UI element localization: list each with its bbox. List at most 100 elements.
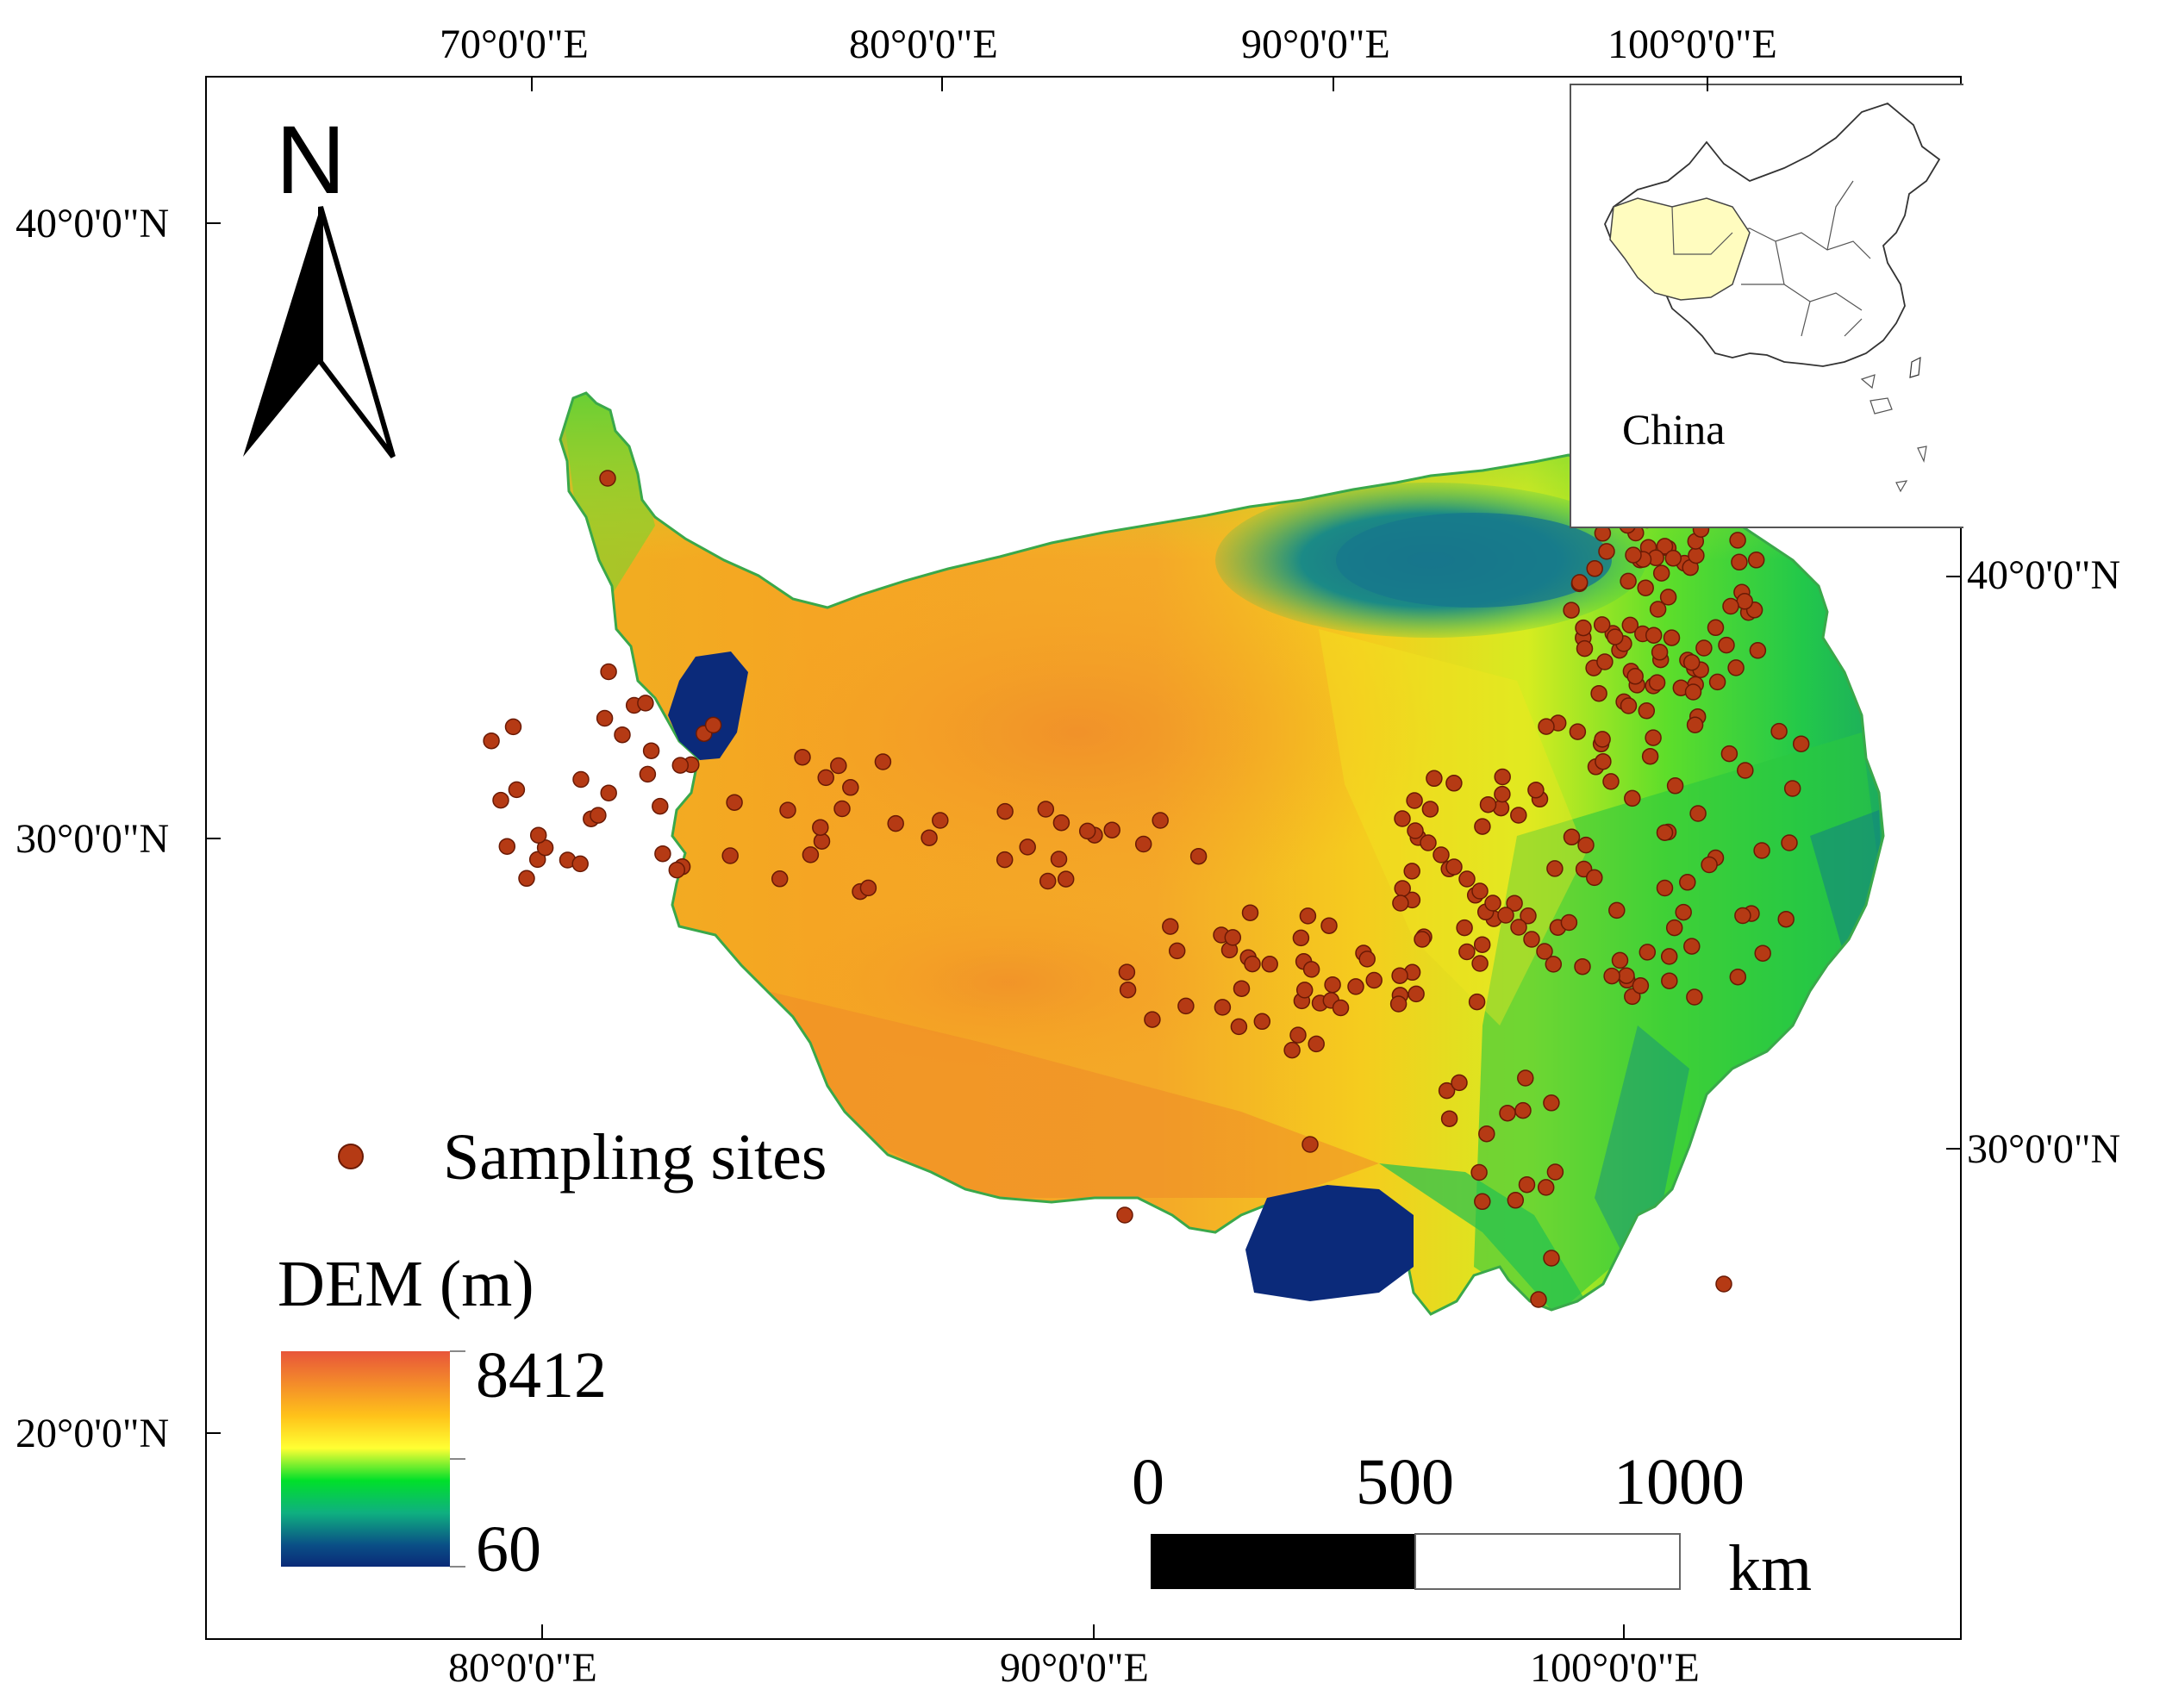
lowland-west <box>668 651 748 760</box>
scale-label-1000: 1000 <box>1614 1446 1745 1518</box>
sampling-site-marker <box>671 757 690 774</box>
sampling-site-marker <box>1575 619 1592 637</box>
sampling-site-marker <box>1656 538 1674 555</box>
sampling-site-marker <box>1727 659 1745 676</box>
sampling-site-marker <box>1638 702 1656 720</box>
sampling-site-marker <box>1471 955 1489 972</box>
sampling-site-marker <box>1518 1175 1536 1194</box>
sampling-site-marker <box>1620 572 1637 590</box>
sampling-site-marker <box>1682 653 1701 671</box>
sampling-site-marker <box>1538 718 1555 735</box>
tick-top-90 <box>1333 76 1334 91</box>
bottom-lon-label-100: 100°0'0"E <box>1530 1645 1700 1691</box>
sampling-site-marker <box>642 742 660 759</box>
sampling-site-marker <box>1302 961 1320 978</box>
sampling-site-marker <box>1224 929 1242 946</box>
sampling-site-marker <box>1494 768 1511 786</box>
sampling-site-marker <box>1118 963 1136 981</box>
sampling-site-marker <box>1458 943 1476 961</box>
sampling-site-marker <box>1753 842 1770 859</box>
sampling-site-marker <box>726 794 743 811</box>
north-arrow-icon <box>243 206 396 458</box>
sampling-site-marker <box>1473 936 1491 953</box>
sampling-site-marker <box>483 732 500 750</box>
sampling-site-marker <box>1731 553 1748 571</box>
sampling-site-marker <box>1632 977 1650 994</box>
sampling-site-marker <box>1406 792 1423 809</box>
sampling-site-marker <box>1595 752 1612 770</box>
sampling-site-marker <box>1707 619 1725 637</box>
sampling-site-marker <box>1358 951 1376 968</box>
sampling-site-marker <box>1324 976 1341 994</box>
sampling-site-marker <box>654 845 671 863</box>
tick-top-80 <box>941 76 943 91</box>
sampling-site-marker <box>1039 872 1057 890</box>
sampling-site-marker <box>614 726 631 744</box>
sampling-site-marker <box>1506 895 1523 912</box>
sampling-site-marker <box>1478 1125 1495 1143</box>
tick-right-30 <box>1946 1148 1962 1150</box>
sampling-site-marker <box>1433 846 1450 863</box>
sampling-site-marker <box>1537 1179 1555 1196</box>
sampling-site-marker <box>1652 564 1670 582</box>
tick-bottom-100 <box>1623 1624 1625 1640</box>
sampling-site-marker <box>859 879 877 897</box>
sampling-site-marker <box>1637 579 1654 596</box>
sampling-site-marker <box>1389 995 1408 1013</box>
sampling-site-marker <box>1530 1291 1547 1308</box>
sampling-site-marker <box>1458 870 1476 888</box>
sampling-site-marker <box>704 716 722 734</box>
sampling-site-marker <box>639 765 657 783</box>
sampling-site-marker <box>599 470 616 487</box>
sampling-site-marker <box>590 807 607 824</box>
sampling-site-marker <box>1736 593 1753 610</box>
sampling-site-marker <box>1295 982 1314 999</box>
sampling-site-marker <box>1134 835 1152 853</box>
china-outline-icon <box>1604 102 1941 493</box>
sampling-site-marker <box>1593 616 1611 633</box>
sampling-site-marker <box>1103 821 1120 838</box>
sampling-site-marker <box>1664 550 1682 567</box>
bottom-lon-label-90: 90°0'0"E <box>1000 1645 1149 1691</box>
dem-color-ramp <box>281 1351 450 1567</box>
left-lat-label-30: 30°0'0"N <box>16 816 170 862</box>
tick-top-100 <box>1707 76 1708 91</box>
sampling-site-marker <box>1666 777 1684 795</box>
sampling-site-marker <box>1523 931 1540 948</box>
sampling-site-marker <box>600 663 617 681</box>
sampling-site-marker <box>1470 1163 1488 1181</box>
left-lat-label-40: 40°0'0"N <box>16 201 170 246</box>
sampling-site-marker <box>1625 546 1642 564</box>
sampling-site-marker <box>1144 1011 1161 1028</box>
sampling-site-marker <box>874 753 892 770</box>
sampling-site-marker <box>1214 999 1232 1016</box>
sampling-site-marker <box>771 870 789 888</box>
sampling-site-marker <box>1474 818 1491 835</box>
sampling-site-marker <box>1770 722 1788 740</box>
sampling-site-marker <box>1299 907 1317 925</box>
sampling-site-marker <box>1445 858 1463 876</box>
sampling-site-marker <box>498 838 516 855</box>
sampling-site-marker <box>1574 957 1591 976</box>
map-frame: N China Sampling sites DEM (m) 8412 60 0… <box>205 76 1963 1640</box>
sampling-site-marker <box>1659 589 1677 606</box>
sampling-site-marker <box>1641 747 1659 765</box>
sampling-site-marker <box>1577 836 1595 854</box>
tick-left-20 <box>205 1432 221 1434</box>
sampling-site-marker <box>1602 773 1620 790</box>
sampling-site-marker <box>508 781 526 799</box>
sampling-site-marker <box>1244 955 1261 973</box>
sampling-site-marker <box>1598 543 1615 560</box>
inset-china-label: China <box>1622 405 1726 453</box>
sampling-site-marker <box>571 855 589 873</box>
tick-left-30 <box>205 838 221 839</box>
scale-label-0: 0 <box>1132 1446 1164 1518</box>
sampling-site-marker <box>1695 639 1713 657</box>
sampling-site-marker <box>1484 895 1501 912</box>
sampling-site-marker <box>1230 1018 1248 1036</box>
sampling-site-marker <box>1684 683 1702 701</box>
sampling-site-marker <box>1781 834 1798 851</box>
sampling-site-marker <box>1792 735 1810 752</box>
sampling-site-marker <box>1507 1192 1525 1209</box>
sampling-site-marker <box>1626 668 1644 685</box>
